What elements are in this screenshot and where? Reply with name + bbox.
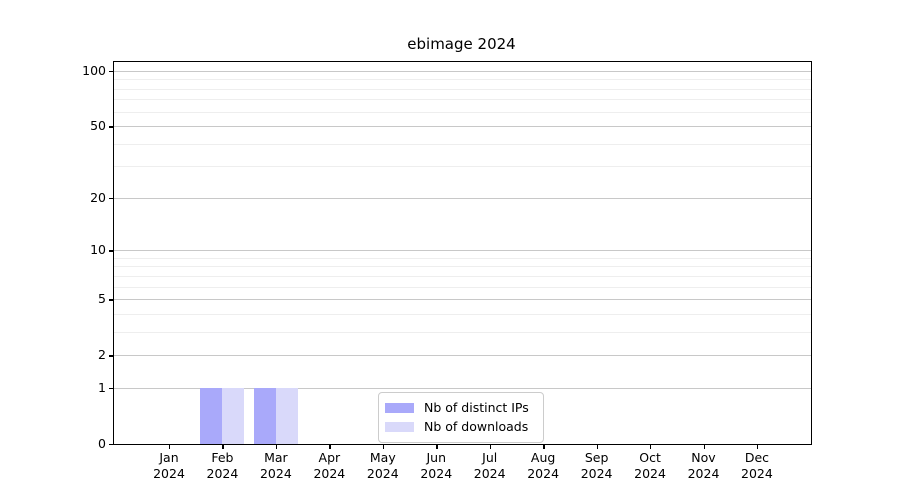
chart-title: ebimage 2024: [407, 35, 516, 53]
y-tick-label: 50: [90, 118, 106, 134]
y-tick-mark: [109, 197, 114, 200]
x-tick-mark: [756, 444, 759, 449]
legend-label-distinct-ips: Nb of distinct IPs: [424, 400, 529, 415]
legend-row: Nb of downloads: [385, 417, 535, 436]
x-tick-year: 2024: [741, 466, 773, 481]
gridline-minor: [114, 143, 811, 145]
x-tick-label-sep: Sep 2024: [565, 450, 629, 482]
x-tick-month: Feb: [211, 450, 234, 465]
x-tick-mark: [703, 444, 705, 449]
x-tick-year: 2024: [634, 466, 666, 481]
y-tick-label: 10: [90, 242, 106, 258]
x-tick-month: Aug: [530, 450, 556, 465]
legend-swatch: [385, 421, 414, 432]
x-tick-year: 2024: [366, 466, 399, 481]
y-tick-mark: [109, 444, 114, 446]
x-tick-mark: [436, 444, 438, 449]
x-tick-mark: [489, 444, 492, 449]
x-tick-month: Nov: [691, 450, 716, 465]
gridline-minor: [114, 286, 811, 288]
y-tick-label: 20: [90, 189, 106, 205]
x-tick-mark: [382, 444, 385, 449]
y-tick-mark: [109, 250, 114, 252]
gridline-minor: [114, 79, 811, 81]
gridline-minor: [114, 275, 811, 277]
gridline-minor: [114, 331, 811, 333]
x-tick-label-apr: Apr 2024: [297, 450, 361, 482]
gridline-major: [114, 71, 811, 72]
x-tick-month: Mar: [264, 450, 288, 465]
bar-mar-downloads: [275, 387, 298, 444]
legend-row: Nb of distinct IPs: [385, 398, 535, 417]
gridline-minor: [114, 111, 811, 113]
gridline-major: [114, 197, 811, 199]
x-tick-label-oct: Oct 2024: [618, 450, 682, 482]
y-tick-label: 0: [98, 436, 106, 451]
x-tick-year: 2024: [153, 466, 185, 481]
y-tick-mark: [109, 299, 114, 301]
gridline-major: [114, 355, 811, 357]
y-tick-label: 100: [82, 63, 106, 78]
gridline-minor: [114, 88, 811, 90]
x-tick-label-feb: Feb 2024: [190, 450, 254, 482]
x-tick-year: 2024: [259, 466, 292, 481]
x-tick-mark: [596, 444, 598, 449]
x-tick-label-jun: Jun 2024: [404, 450, 468, 482]
bar-feb-downloads: [222, 387, 245, 444]
x-tick-mark: [543, 444, 545, 449]
x-tick-mark: [222, 444, 224, 449]
y-tick-mark: [109, 71, 114, 73]
x-tick-month: Jul: [482, 450, 498, 465]
x-tick-mark: [169, 444, 171, 449]
x-tick-month: Jan: [159, 450, 179, 465]
gridline-minor: [114, 257, 811, 259]
gridline-major: [114, 299, 811, 301]
x-tick-month: Sep: [584, 450, 609, 465]
x-tick-label-dec: Dec 2024: [725, 450, 789, 482]
legend-label-downloads: Nb of downloads: [424, 419, 529, 434]
x-tick-mark: [650, 444, 652, 449]
x-tick-year: 2024: [687, 466, 720, 481]
x-tick-label-may: May 2024: [351, 450, 415, 482]
legend-swatch: [385, 402, 414, 413]
gridline-major: [114, 250, 811, 252]
x-tick-label-jan: Jan 2024: [137, 450, 201, 482]
x-tick-year: 2024: [313, 466, 346, 481]
y-tick-mark: [109, 387, 114, 390]
y-tick-mark: [109, 355, 114, 357]
x-tick-year: 2024: [527, 466, 560, 481]
bar-feb-distinct-ips: [200, 387, 223, 444]
x-tick-month: Apr: [318, 450, 341, 465]
y-tick-mark: [109, 126, 114, 128]
gridline-minor: [114, 266, 811, 268]
x-tick-label-nov: Nov 2024: [672, 450, 736, 482]
gridline-major: [114, 126, 811, 128]
y-tick-label: 5: [98, 291, 106, 307]
x-tick-month: Oct: [639, 450, 661, 465]
y-tick-label: 2: [98, 347, 106, 363]
gridline-minor: [114, 166, 811, 168]
y-tick-label: 1: [98, 379, 106, 395]
gridline-minor: [114, 313, 811, 315]
x-tick-month: May: [369, 450, 396, 465]
x-tick-mark: [275, 444, 278, 449]
x-tick-year: 2024: [473, 466, 506, 481]
x-tick-month: Dec: [744, 450, 770, 465]
plot-area: [113, 61, 812, 445]
x-tick-year: 2024: [420, 466, 453, 481]
x-tick-mark: [329, 444, 331, 449]
gridline-major: [114, 387, 811, 389]
bar-mar-distinct-ips: [253, 387, 276, 444]
x-tick-year: 2024: [206, 466, 239, 481]
legend: Nb of distinct IPs Nb of downloads: [378, 392, 544, 443]
x-tick-label-aug: Aug 2024: [511, 450, 575, 482]
x-tick-label-mar: Mar 2024: [244, 450, 308, 482]
x-tick-label-jul: Jul 2024: [458, 450, 522, 482]
gridline-minor: [114, 99, 811, 101]
x-tick-month: Jun: [426, 450, 447, 465]
x-tick-year: 2024: [580, 466, 613, 481]
